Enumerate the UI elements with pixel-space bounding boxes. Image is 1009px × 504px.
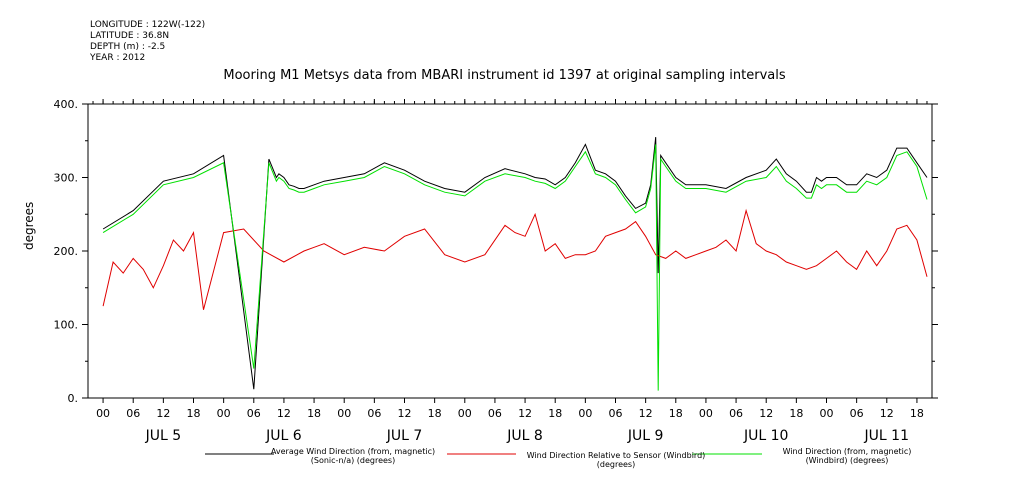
x-day-label: JUL 7	[386, 428, 423, 444]
x-hour-label: 00	[458, 407, 472, 420]
series-line-2	[102, 144, 928, 391]
legend-label-avg-wind: Average Wind Direction (from, magnetic) …	[270, 447, 436, 465]
plot-frame	[87, 103, 933, 399]
x-hour-label: 12	[639, 407, 653, 420]
legend-label-relative-wind: Wind Direction Relative to Sensor (Windb…	[526, 451, 706, 469]
x-hour-label: 12	[277, 407, 291, 420]
longitude-label: LONGITUDE : 122W(-122)	[90, 20, 206, 30]
x-day-label: JUL 6	[265, 428, 302, 444]
x-hour-label: 00	[699, 407, 713, 420]
x-hour-label: 06	[488, 407, 502, 420]
chart-title: Mooring M1 Metsys data from MBARI instru…	[223, 68, 786, 83]
x-day-label: JUL 5	[145, 428, 182, 444]
x-day-label: JUL 10	[743, 428, 788, 444]
x-hour-label: 18	[789, 407, 803, 420]
x-hour-label: 18	[428, 407, 442, 420]
x-hour-label: 06	[729, 407, 743, 420]
x-hour-label: 18	[187, 407, 201, 420]
x-hour-label: 06	[367, 407, 381, 420]
year-label: YEAR : 2012	[90, 53, 146, 63]
x-hour-label: 06	[850, 407, 864, 420]
x-day-label: JUL 11	[864, 428, 909, 444]
x-hour-label: 18	[548, 407, 562, 420]
x-hour-label: 00	[578, 407, 592, 420]
x-hour-label: 00	[820, 407, 834, 420]
x-hour-label: 06	[609, 407, 623, 420]
legend-label-windbird: Wind Direction (from, magnetic) (Windbir…	[782, 447, 912, 465]
x-day-label: JUL 9	[627, 428, 664, 444]
x-hour-label: 18	[307, 407, 321, 420]
y-tick-label: 200.	[54, 245, 79, 258]
x-day-label: JUL 8	[506, 428, 543, 444]
depth-label: DEPTH (m) : -2.5	[90, 42, 166, 52]
x-hour-label: 06	[126, 407, 140, 420]
y-tick-label: 400.	[54, 98, 79, 111]
series-line-0	[102, 137, 928, 390]
x-hour-label: 18	[669, 407, 683, 420]
series-line-1	[102, 208, 928, 310]
y-tick-label: 100.	[54, 319, 79, 332]
x-hour-label: 00	[217, 407, 231, 420]
x-hour-label: 12	[156, 407, 170, 420]
x-hour-label: 00	[96, 407, 110, 420]
x-hour-label: 12	[880, 407, 894, 420]
y-tick-label: 300.	[54, 172, 79, 185]
x-hour-label: 12	[518, 407, 532, 420]
x-hour-label: 18	[910, 407, 924, 420]
metadata-block: LONGITUDE : 122W(-122) LATITUDE : 36.8N …	[90, 20, 205, 64]
x-hour-label: 12	[398, 407, 412, 420]
latitude-label: LATITUDE : 36.8N	[90, 31, 170, 41]
x-hour-label: 12	[759, 407, 773, 420]
x-hour-label: 06	[247, 407, 261, 420]
y-tick-label: 0.	[68, 392, 79, 405]
x-hour-label: 00	[337, 407, 351, 420]
